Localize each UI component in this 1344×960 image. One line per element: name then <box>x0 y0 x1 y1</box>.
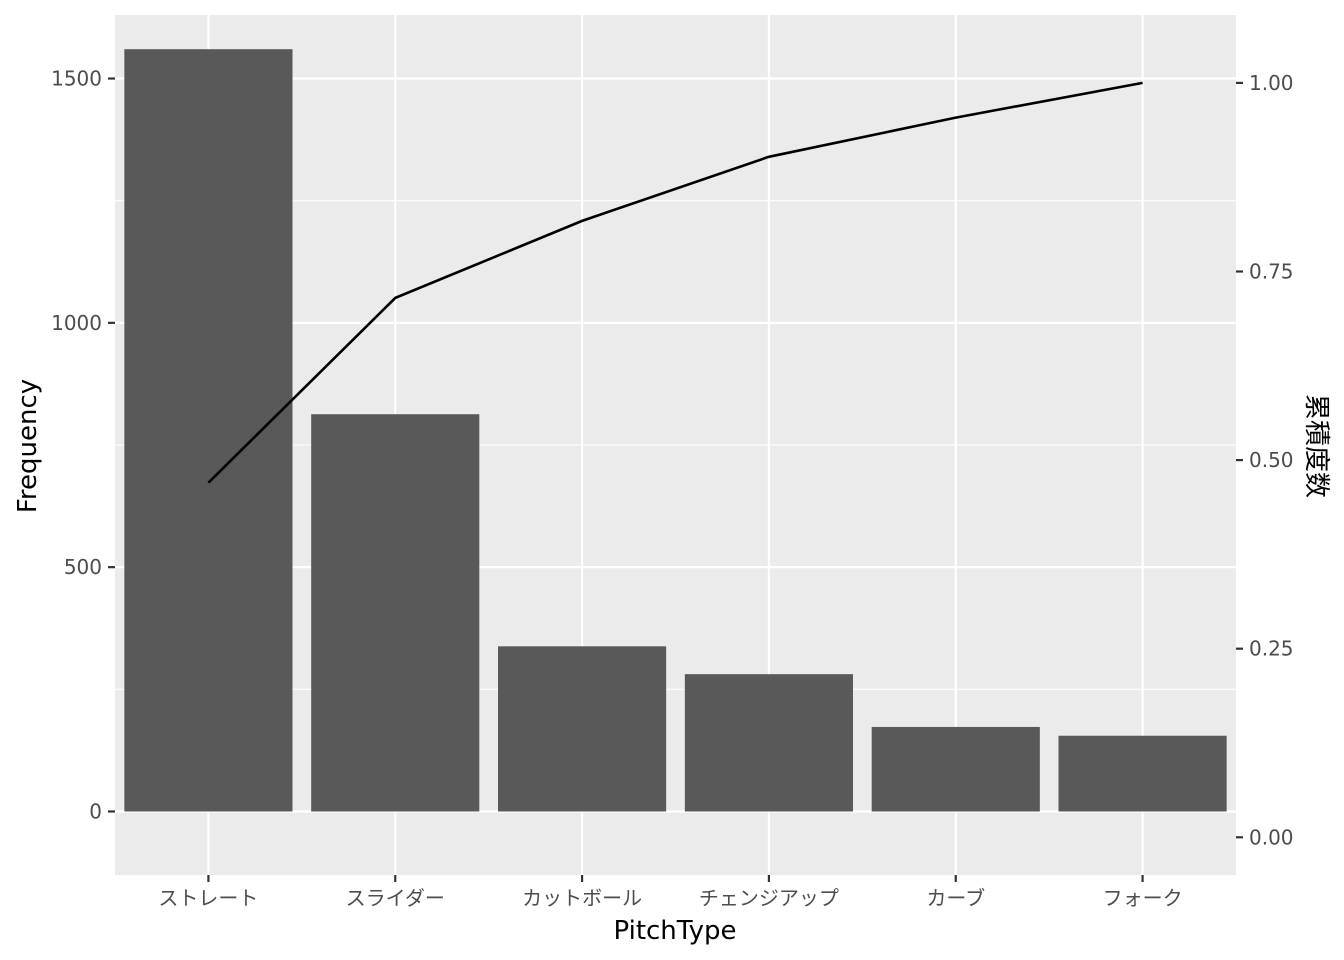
x-tick-label: カーブ <box>926 886 985 910</box>
x-tick-label: チェンジアップ <box>699 886 839 910</box>
y2-axis-title: 累積度数 <box>1301 394 1331 498</box>
y2-tick-label: 0.25 <box>1249 637 1294 661</box>
right-axis: 0.00 0.25 0.50 0.75 1.00 <box>1236 71 1294 849</box>
bars <box>124 49 1227 812</box>
bar <box>684 674 853 812</box>
x-tick-label: ストレート <box>158 886 258 910</box>
bar <box>1058 735 1227 812</box>
x-tick-label: スライダー <box>346 886 445 910</box>
y2-tick-label: 0.75 <box>1249 259 1294 283</box>
bar <box>498 646 667 812</box>
left-axis: 0 500 1000 1500 <box>51 67 115 823</box>
x-axis-title: PitchType <box>613 916 736 946</box>
bar <box>124 49 293 812</box>
y2-tick-label: 1.00 <box>1249 71 1294 95</box>
bar <box>871 726 1040 812</box>
y-tick-label: 0 <box>89 799 102 823</box>
x-tick-label: フォーク <box>1103 886 1183 910</box>
y2-tick-label: 0.50 <box>1249 448 1294 472</box>
y-tick-label: 1000 <box>51 311 102 335</box>
minor-gridlines <box>115 200 1236 690</box>
bar <box>311 414 480 812</box>
y-tick-label: 1500 <box>51 67 102 91</box>
y-tick-label: 500 <box>64 555 102 579</box>
y-axis-title: Frequency <box>13 379 43 513</box>
y2-tick-label: 0.00 <box>1249 825 1294 849</box>
cumulative-line <box>207 81 1143 484</box>
x-tick-label: カットボール <box>522 886 642 910</box>
x-axis: ストレート スライダー カットボール チェンジアップ カーブ フォーク <box>158 875 1183 910</box>
